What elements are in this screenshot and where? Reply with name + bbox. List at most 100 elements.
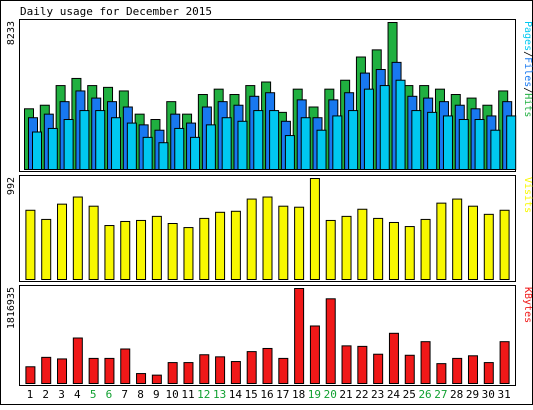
- bar-pages-8: [142, 136, 153, 171]
- bar-kbytes-12: [199, 354, 210, 384]
- y-max-label-usage: 8233: [6, 21, 17, 45]
- bar-visits-19: [309, 178, 320, 280]
- x-tick-day-17: 17: [276, 388, 289, 401]
- bar-kbytes-1: [25, 366, 36, 384]
- bar-pages-11: [190, 136, 201, 171]
- x-tick-day-2: 2: [42, 388, 49, 401]
- bar-kbytes-10: [167, 362, 178, 385]
- bar-visits-23: [373, 217, 384, 280]
- bar-pages-13: [221, 117, 232, 170]
- x-tick-day-27: 27: [434, 388, 447, 401]
- legend-item-hits: Hits: [522, 93, 533, 117]
- x-tick-day-14: 14: [229, 388, 243, 401]
- legend-visits: Visits: [522, 177, 533, 213]
- x-tick-day-15: 15: [245, 388, 258, 401]
- bar-visits-22: [357, 208, 368, 280]
- bar-pages-18: [300, 117, 311, 170]
- legend-item-files: Files: [522, 57, 533, 87]
- bar-pages-14: [237, 120, 248, 171]
- x-tick-day-30: 30: [482, 388, 495, 401]
- x-tick-day-23: 23: [371, 388, 384, 401]
- bar-visits-7: [120, 220, 131, 281]
- bar-visits-4: [72, 196, 83, 280]
- bar-kbytes-14: [230, 361, 241, 385]
- legend-kbytes: KBytes: [522, 287, 533, 323]
- legend-item-pages: Pages: [522, 21, 533, 51]
- bar-visits-12: [199, 217, 210, 280]
- x-tick-day-21: 21: [339, 388, 352, 401]
- x-tick-day-4: 4: [74, 388, 81, 401]
- bar-pages-30: [490, 129, 501, 170]
- x-tick-day-26: 26: [418, 388, 431, 401]
- bar-pages-15: [253, 110, 264, 170]
- bar-visits-1: [25, 209, 36, 280]
- bar-visits-24: [388, 221, 399, 280]
- bar-kbytes-9: [151, 374, 162, 385]
- bar-pages-24: [395, 79, 406, 170]
- x-tick-day-11: 11: [181, 388, 194, 401]
- bar-kbytes-29: [467, 355, 478, 384]
- x-tick-day-5: 5: [90, 388, 97, 401]
- bar-pages-17: [284, 135, 295, 170]
- x-tick-day-7: 7: [121, 388, 128, 401]
- bar-pages-26: [427, 111, 438, 170]
- bar-visits-26: [420, 218, 431, 280]
- bar-pages-28: [458, 119, 469, 170]
- legend-separator: /: [522, 87, 533, 93]
- bar-pages-25: [411, 110, 422, 170]
- bar-pages-10: [174, 127, 185, 171]
- bar-kbytes-16: [262, 347, 273, 384]
- bar-pages-27: [442, 115, 453, 171]
- x-tick-day-18: 18: [292, 388, 305, 401]
- bar-visits-3: [57, 203, 68, 280]
- bar-visits-28: [452, 198, 463, 280]
- bar-pages-2: [47, 127, 58, 171]
- bar-kbytes-19: [309, 325, 320, 385]
- bar-kbytes-31: [499, 341, 510, 385]
- bar-pages-6: [111, 117, 122, 170]
- x-tick-day-16: 16: [260, 388, 273, 401]
- bar-kbytes-4: [72, 337, 83, 384]
- bar-visits-14: [230, 210, 241, 280]
- bar-kbytes-23: [373, 353, 384, 384]
- x-tick-day-10: 10: [166, 388, 179, 401]
- x-tick-day-24: 24: [387, 388, 401, 401]
- bar-kbytes-18: [294, 288, 305, 384]
- bar-visits-16: [262, 196, 273, 280]
- bar-pages-3: [63, 119, 74, 170]
- bar-kbytes-13: [215, 356, 226, 385]
- bar-visits-31: [499, 209, 510, 280]
- bar-visits-9: [151, 215, 162, 280]
- legend-usage: Pages/Files/Hits: [522, 21, 533, 117]
- legend-item-visits: Visits: [522, 177, 533, 213]
- bar-pages-22: [363, 88, 374, 170]
- bar-visits-2: [41, 218, 52, 280]
- bar-kbytes-24: [388, 332, 399, 384]
- bar-pages-31: [506, 115, 517, 171]
- bar-visits-25: [404, 226, 415, 281]
- bar-kbytes-5: [88, 357, 99, 385]
- bar-kbytes-25: [404, 354, 415, 384]
- bar-pages-9: [158, 142, 169, 171]
- bar-pages-12: [205, 124, 216, 170]
- y-max-label-kbytes: 1816935: [6, 287, 17, 329]
- bar-visits-13: [215, 211, 226, 280]
- bar-visits-17: [278, 205, 289, 280]
- bar-kbytes-6: [104, 357, 115, 385]
- bar-visits-30: [483, 213, 494, 281]
- x-tick-day-19: 19: [308, 388, 321, 401]
- bar-pages-5: [95, 110, 106, 170]
- bar-visits-15: [246, 198, 257, 280]
- bar-pages-4: [79, 110, 90, 170]
- x-tick-day-22: 22: [355, 388, 368, 401]
- bar-visits-10: [167, 223, 178, 280]
- bar-kbytes-17: [278, 357, 289, 385]
- bar-kbytes-27: [436, 363, 447, 385]
- bar-pages-20: [332, 115, 343, 171]
- legend-item-kbytes: KBytes: [522, 287, 533, 323]
- bar-visits-29: [467, 205, 478, 280]
- chart-title: Daily usage for December 2015: [20, 5, 212, 18]
- bar-kbytes-26: [420, 341, 431, 385]
- legend-separator: /: [522, 51, 533, 57]
